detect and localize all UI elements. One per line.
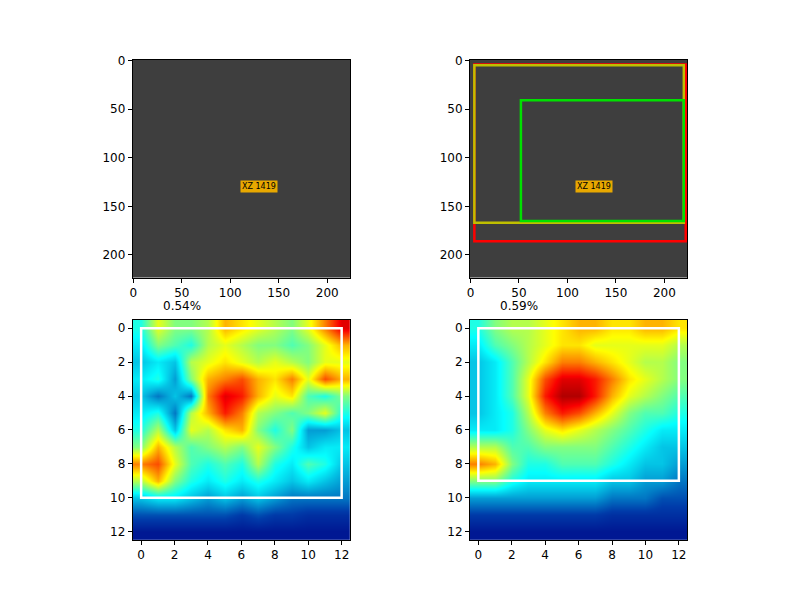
svg-text:50: 50 [447,102,462,116]
svg-text:100: 100 [102,151,125,165]
svg-text:0: 0 [118,54,126,68]
svg-text:0.54%: 0.54% [163,299,201,313]
svg-text:6: 6 [238,548,246,562]
svg-text:0: 0 [455,321,463,335]
svg-text:4: 4 [204,548,212,562]
svg-text:100: 100 [556,286,579,300]
svg-text:4: 4 [455,389,463,403]
svg-text:0: 0 [118,321,126,335]
svg-text:12: 12 [110,525,125,539]
svg-text:150: 150 [604,286,627,300]
svg-text:12: 12 [447,525,462,539]
svg-text:2: 2 [171,548,179,562]
svg-text:6: 6 [455,423,463,437]
svg-text:12: 12 [334,548,349,562]
svg-text:8: 8 [118,457,126,471]
svg-text:150: 150 [267,286,290,300]
svg-text:10: 10 [301,548,316,562]
svg-text:50: 50 [110,102,125,116]
svg-text:XZ 1419: XZ 1419 [577,182,611,191]
svg-text:200: 200 [102,248,125,262]
svg-text:0: 0 [467,286,475,300]
svg-text:0: 0 [137,548,145,562]
svg-text:200: 200 [653,286,676,300]
svg-text:50: 50 [511,286,526,300]
svg-text:50: 50 [174,286,189,300]
svg-text:150: 150 [102,200,125,214]
svg-text:8: 8 [271,548,279,562]
svg-text:8: 8 [608,548,616,562]
svg-text:100: 100 [440,151,463,165]
svg-text:0: 0 [475,548,483,562]
svg-text:XZ 1419: XZ 1419 [242,182,276,191]
svg-text:200: 200 [440,248,463,262]
svg-text:8: 8 [455,457,463,471]
svg-text:100: 100 [219,286,242,300]
svg-text:0: 0 [129,286,137,300]
svg-text:2: 2 [118,355,126,369]
svg-text:6: 6 [575,548,583,562]
svg-text:10: 10 [447,491,462,505]
svg-text:12: 12 [671,548,686,562]
svg-text:0.59%: 0.59% [500,299,538,313]
svg-text:0: 0 [455,54,463,68]
svg-text:10: 10 [110,491,125,505]
svg-text:6: 6 [118,423,126,437]
svg-text:4: 4 [541,548,549,562]
svg-text:2: 2 [508,548,516,562]
svg-text:2: 2 [455,355,463,369]
svg-text:10: 10 [638,548,653,562]
svg-text:200: 200 [316,286,339,300]
svg-text:150: 150 [440,200,463,214]
svg-text:4: 4 [118,389,126,403]
